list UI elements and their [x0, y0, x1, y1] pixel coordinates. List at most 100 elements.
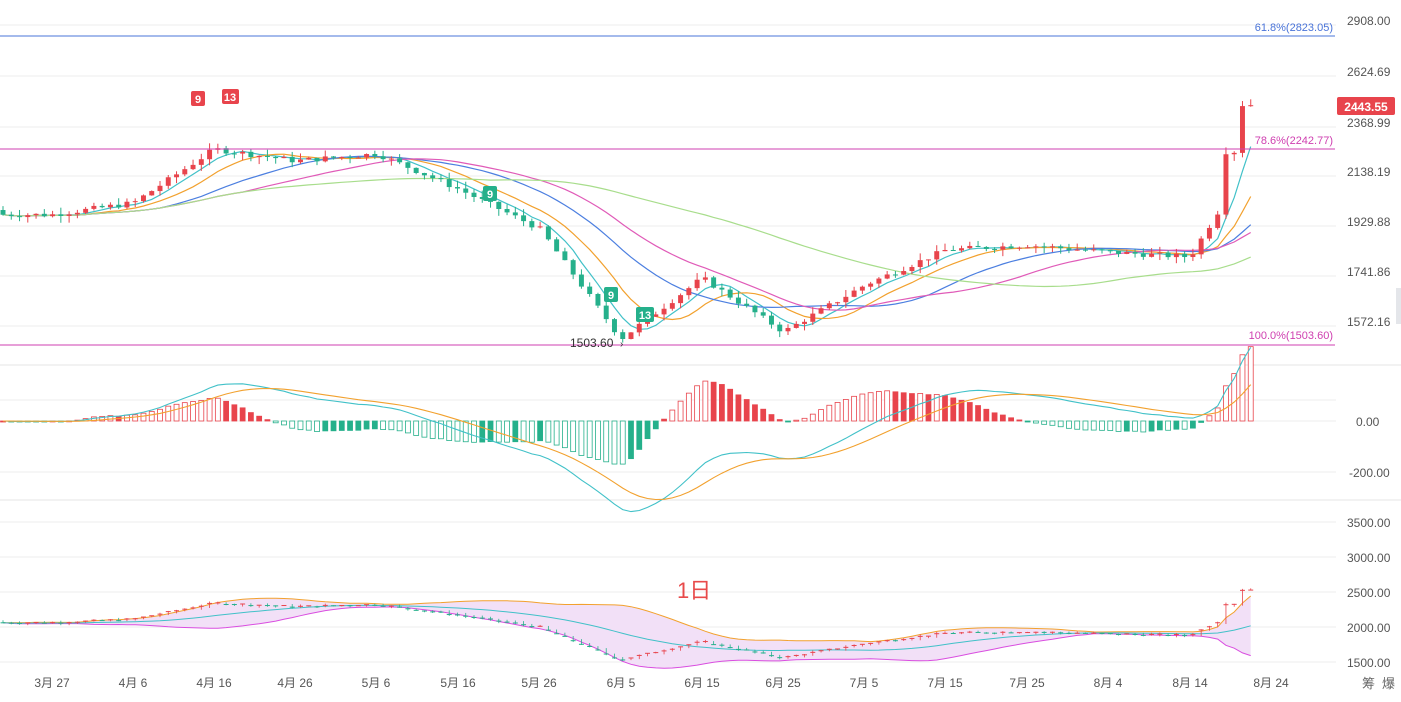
side-panel-handle[interactable]	[1396, 288, 1401, 324]
candle[interactable]	[1058, 245, 1063, 254]
candle[interactable]	[934, 245, 939, 264]
candle[interactable]	[885, 271, 890, 279]
candle[interactable]	[25, 213, 30, 222]
candle[interactable]	[174, 171, 179, 183]
candle[interactable]	[529, 219, 534, 231]
candle[interactable]	[166, 175, 171, 189]
candle[interactable]	[414, 167, 419, 174]
candle[interactable]	[1232, 151, 1237, 161]
candle[interactable]	[496, 201, 501, 216]
candles[interactable]	[1, 99, 1254, 342]
macd-bar	[1199, 421, 1204, 422]
candle[interactable]	[752, 305, 757, 318]
candle[interactable]	[951, 246, 956, 251]
interval-label[interactable]: 1日	[677, 578, 711, 603]
candle[interactable]	[893, 271, 898, 278]
candle[interactable]	[686, 287, 691, 300]
candle[interactable]	[232, 151, 237, 159]
candle[interactable]	[604, 299, 609, 323]
price-tick: 2368.99	[1347, 116, 1391, 130]
candle[interactable]	[1182, 251, 1187, 262]
candle[interactable]	[703, 272, 708, 283]
candle[interactable]	[1248, 99, 1253, 106]
candle[interactable]	[149, 190, 154, 195]
candle[interactable]	[133, 198, 138, 207]
candle[interactable]	[777, 322, 782, 337]
candle[interactable]	[1025, 245, 1030, 248]
candle[interactable]	[124, 198, 129, 209]
candle[interactable]	[191, 160, 196, 170]
candle[interactable]	[1157, 247, 1162, 260]
candle[interactable]	[1000, 243, 1005, 256]
candle[interactable]	[868, 282, 873, 290]
chips-button[interactable]: 筹	[1362, 676, 1375, 691]
candle[interactable]	[182, 166, 187, 176]
candle[interactable]	[546, 225, 551, 241]
macd-bar	[521, 421, 526, 442]
candle[interactable]	[967, 242, 972, 249]
candle[interactable]	[273, 156, 278, 164]
candle[interactable]	[1009, 244, 1014, 249]
candle[interactable]	[521, 209, 526, 226]
candle[interactable]	[1207, 225, 1212, 241]
candle[interactable]	[397, 154, 402, 164]
candle[interactable]	[505, 204, 510, 215]
candle[interactable]	[257, 155, 262, 164]
candle[interactable]	[430, 173, 435, 182]
candle[interactable]	[248, 149, 253, 161]
candle[interactable]	[405, 162, 410, 174]
candle[interactable]	[984, 246, 989, 251]
candle[interactable]	[562, 248, 567, 261]
candle[interactable]	[1033, 244, 1038, 253]
candle[interactable]	[629, 332, 634, 339]
macd-bar	[1066, 421, 1071, 428]
candle[interactable]	[612, 318, 617, 336]
candle[interactable]	[75, 210, 80, 218]
candle[interactable]	[579, 269, 584, 288]
candle[interactable]	[100, 204, 105, 209]
liquidation-button[interactable]: 爆	[1382, 676, 1395, 691]
candle[interactable]	[1066, 244, 1071, 253]
candle[interactable]	[1199, 236, 1204, 259]
candle[interactable]	[802, 319, 807, 330]
candle[interactable]	[1166, 250, 1171, 259]
candle[interactable]	[50, 211, 55, 218]
candle[interactable]	[1215, 211, 1220, 230]
candle[interactable]	[42, 209, 47, 217]
candle[interactable]	[323, 151, 328, 163]
candle[interactable]	[554, 237, 559, 251]
candle[interactable]	[761, 308, 766, 318]
candle[interactable]	[290, 152, 295, 167]
candle[interactable]	[943, 244, 948, 252]
candle[interactable]	[472, 189, 477, 202]
candle[interactable]	[711, 276, 716, 289]
candle[interactable]	[587, 282, 592, 296]
candle[interactable]	[1223, 147, 1228, 219]
candle[interactable]	[364, 153, 369, 160]
candle[interactable]	[637, 321, 642, 337]
candle[interactable]	[976, 241, 981, 247]
candle[interactable]	[91, 203, 96, 211]
candle[interactable]	[827, 301, 832, 310]
macd-bar	[1215, 408, 1220, 421]
candle[interactable]	[794, 321, 799, 328]
candle[interactable]	[67, 211, 72, 222]
candle[interactable]	[860, 286, 865, 294]
candle[interactable]	[670, 299, 675, 310]
candle[interactable]	[1100, 249, 1105, 254]
candle[interactable]	[595, 293, 600, 308]
candle[interactable]	[901, 267, 906, 276]
macd-bar	[298, 421, 303, 430]
candle[interactable]	[852, 287, 857, 297]
candle[interactable]	[9, 212, 14, 220]
candle[interactable]	[1108, 250, 1113, 254]
candle[interactable]	[819, 305, 824, 314]
candle[interactable]	[538, 222, 543, 229]
candle[interactable]	[653, 312, 658, 317]
candle[interactable]	[381, 151, 386, 162]
candle[interactable]	[728, 287, 733, 300]
candle[interactable]	[58, 208, 63, 223]
candle[interactable]	[1, 206, 6, 215]
